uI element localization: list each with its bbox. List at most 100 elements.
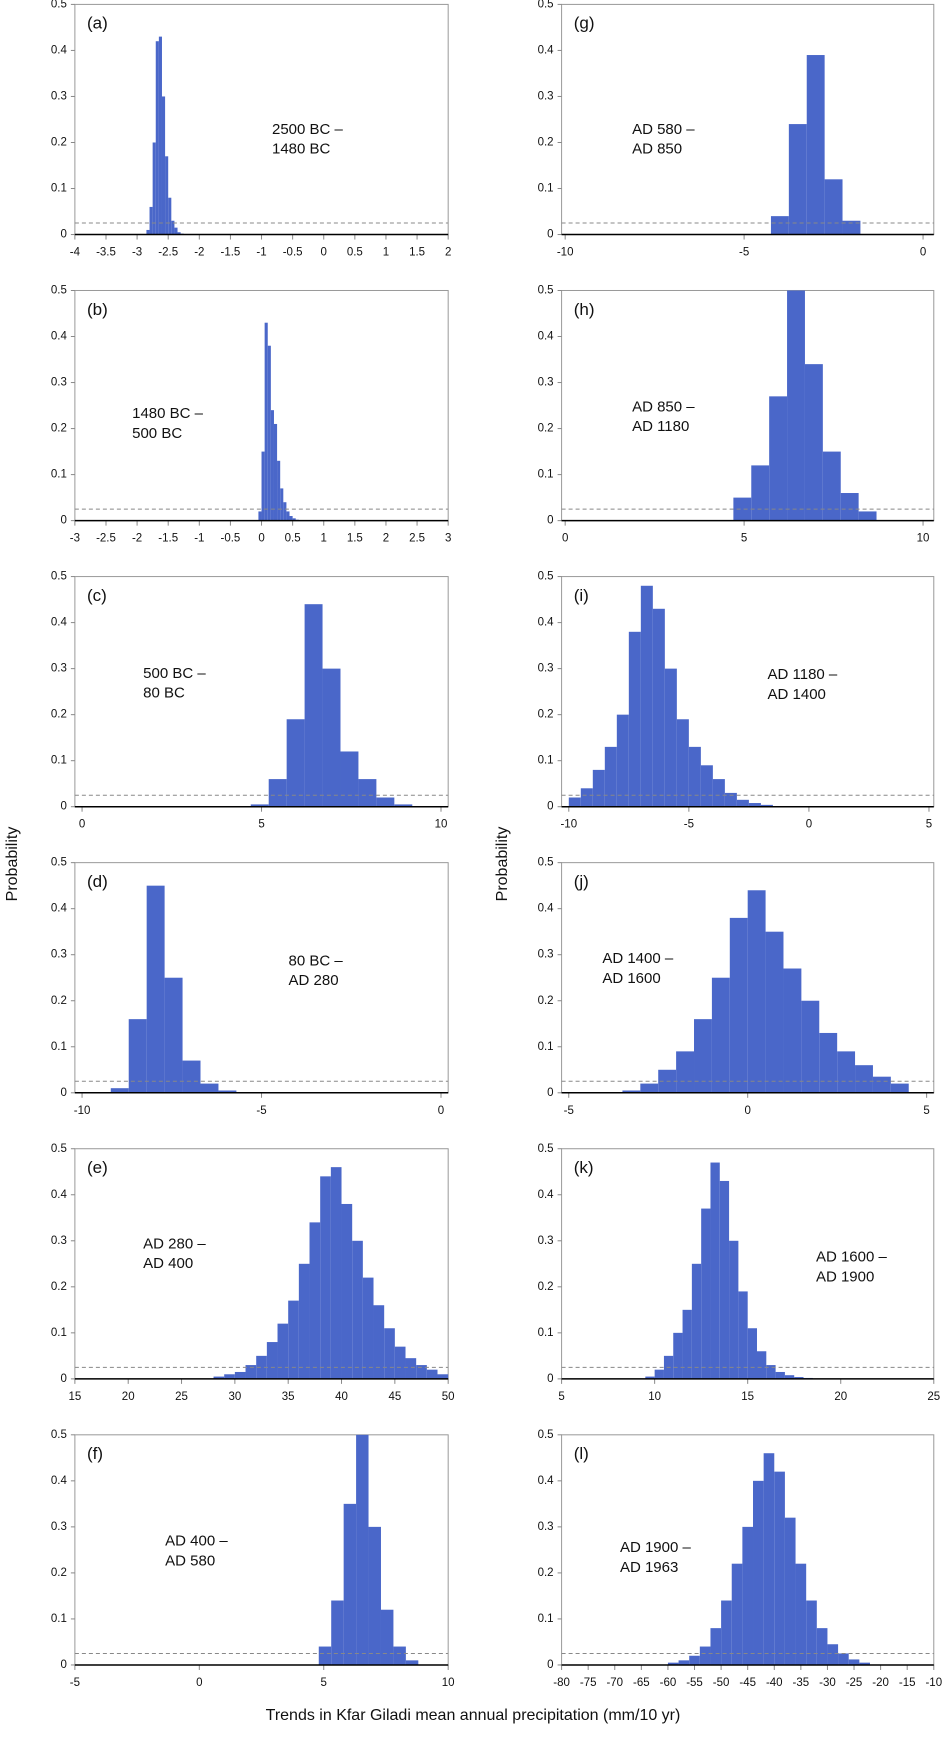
annotation: AD 400 [143,1255,193,1272]
x-tick-label: 0.5 [285,533,301,545]
x-tick-label: -3 [70,533,80,545]
x-tick-label: -5 [684,819,694,831]
x-tick-label: 5 [926,819,932,831]
histogram-bar [309,1222,321,1379]
histogram-bar [784,1517,796,1665]
x-tick-label: 2 [383,533,389,545]
x-tick-label: 10 [435,819,448,831]
histogram-bar [352,1240,363,1379]
panel-label: (a) [87,14,108,33]
histogram-bar [286,511,290,521]
histogram-bar [640,1083,659,1093]
histogram-bar [280,488,284,521]
histogram-bar [256,1355,267,1379]
histogram-bar [694,1019,712,1093]
y-tick-label: 0.3 [51,90,67,102]
y-tick-label: 0.4 [51,1475,68,1487]
x-tick-label: -2.5 [96,533,116,545]
y-tick-label: 0 [60,515,66,527]
x-tick-label: 0.5 [347,247,363,259]
x-tick-label: -40 [766,1677,783,1689]
histogram-bar [840,493,859,521]
histogram-bar [676,719,689,807]
y-tick-label: 0.1 [51,1327,67,1339]
y-tick-label: 0.3 [51,949,67,961]
x-tick-label: 10 [442,1677,455,1689]
histogram-bar [788,124,807,235]
y-tick-label: 0.5 [538,1143,554,1155]
y-tick-label: 0.4 [538,903,555,915]
y-tick-label: 0.2 [51,995,67,1007]
histogram-bar [261,451,265,521]
x-tick-label: -2.5 [158,247,178,259]
histogram-bar [149,206,153,235]
y-tick-label: 0.3 [538,1521,554,1533]
histogram-bar [795,1563,807,1665]
histogram-bar [700,765,713,807]
histogram-bar [416,1365,427,1379]
x-tick-label: 0 [438,1105,444,1117]
y-tick-label: 0.3 [51,663,67,675]
panel-label: (g) [574,14,595,33]
x-tick-label: -5 [256,1105,266,1117]
histogram-bar [837,1051,856,1093]
panel-label: (c) [87,586,107,605]
histogram-bar [710,1162,720,1379]
y-tick-label: 0.3 [538,949,554,961]
y-tick-label: 0.4 [538,1189,555,1201]
histogram-bar [664,668,677,807]
y-tick-label: 0.3 [51,1521,67,1533]
y-tick-label: 0.4 [538,331,555,343]
histogram-bar [165,156,169,235]
histogram-bar [182,1060,201,1093]
annotation: AD 850 – [632,398,695,415]
x-tick-label: 0 [920,247,926,259]
x-tick-label: -20 [872,1677,889,1689]
x-tick-label: -2 [132,533,142,545]
histogram-bar [824,179,843,235]
panel-label: (j) [574,872,589,891]
histogram-bar [568,797,581,807]
x-tick-label: -50 [713,1677,730,1689]
histogram-bar [806,1600,817,1665]
x-tick-label: -1.5 [158,533,178,545]
histogram-bar [322,668,341,807]
x-tick-label: 0 [321,247,327,259]
histogram-bar [356,1434,369,1665]
histogram-bar [146,885,165,1093]
x-tick-label: 50 [442,1391,455,1403]
histogram-bar [827,1644,839,1665]
y-tick-label: 0 [547,801,553,813]
histogram-bar [747,890,766,1093]
histogram-bar [721,1600,732,1665]
y-tick-label: 0.4 [538,1475,555,1487]
y-tick-label: 0 [60,229,66,241]
histogram-bar [822,451,841,521]
histogram-bar [756,1351,767,1379]
histogram-bar [277,1323,289,1379]
histogram-bar [806,55,825,235]
x-tick-label: 2.5 [409,533,425,545]
y-tick-label: 0.2 [538,709,554,721]
histogram-bar [368,1526,381,1665]
y-tick-label: 0.5 [538,285,554,297]
histogram-bar [667,1662,679,1665]
y-axis-label: Probability [494,827,511,902]
annotation: AD 1180 [632,418,689,435]
y-tick-label: 0 [547,229,553,241]
histogram-bar [289,516,293,521]
y-tick-label: 0 [547,1373,553,1385]
histogram-bar [592,769,605,807]
annotation: 1480 BC [272,141,331,158]
x-tick-label: -5 [70,1677,80,1689]
x-tick-label: 5 [258,819,264,831]
x-tick-label: 0 [744,1105,750,1117]
histogram-bar [711,977,730,1093]
histogram-bar [340,751,359,807]
histogram-bar [760,804,773,807]
histogram-bar [890,1083,909,1093]
histogram-bar [645,1376,655,1379]
annotation: 1480 BC – [132,405,204,422]
x-tick-label: 5 [321,1677,327,1689]
